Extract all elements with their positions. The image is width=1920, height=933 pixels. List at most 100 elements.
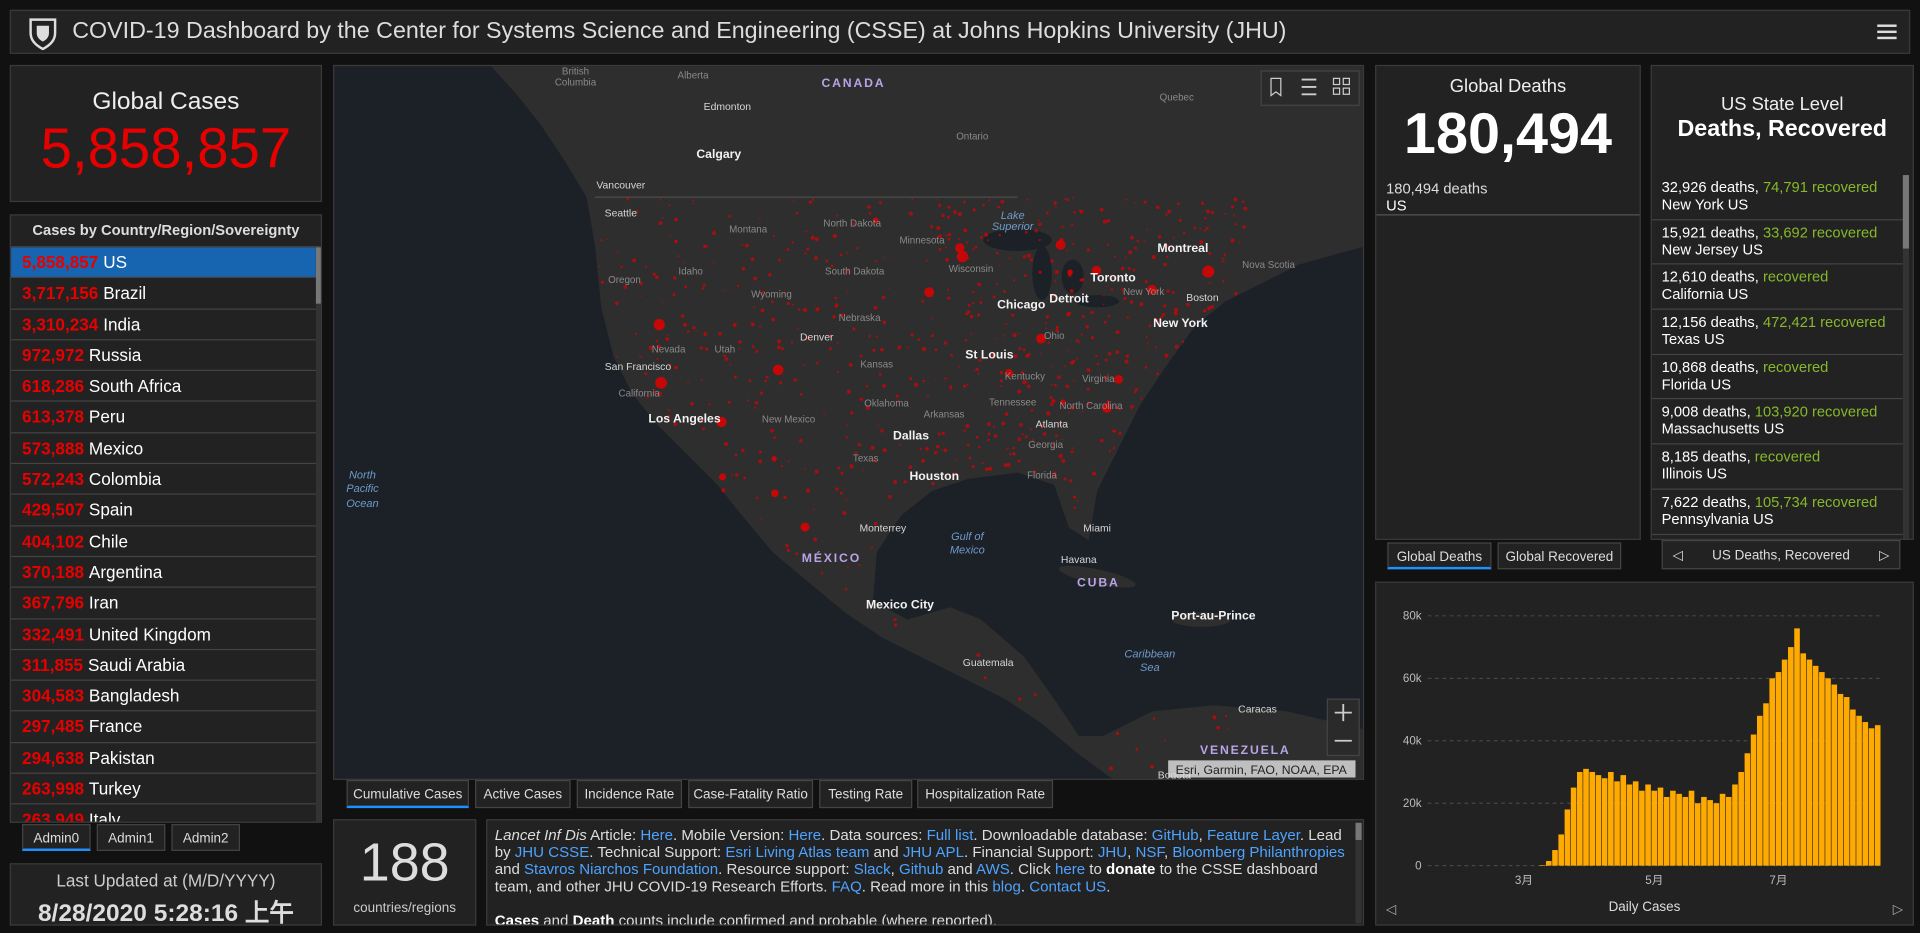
map-label: North Dakota <box>823 219 881 230</box>
country-row[interactable]: 311,855 Saudi Arabia <box>11 650 316 681</box>
info-link[interactable]: GitHub <box>1151 826 1199 844</box>
info-link[interactable]: Full list <box>926 826 974 844</box>
state-row[interactable]: 7,622 deaths, 105,734 recovered Pennsylva… <box>1651 490 1903 535</box>
basemap-button[interactable] <box>1332 77 1351 95</box>
country-row[interactable]: 613,378 Peru <box>11 402 316 434</box>
country-row[interactable]: 370,188 Argentina <box>11 557 316 589</box>
country-row[interactable]: 972,972 Russia <box>11 340 316 372</box>
country-row[interactable]: 332,491 United Kingdom <box>11 619 316 650</box>
country-row[interactable]: 263,998 Turkey <box>11 774 316 805</box>
zoom-in[interactable] <box>1334 704 1352 722</box>
us-state-tab[interactable]: ◁ US Deaths, Recovered ▷ <box>1661 539 1901 570</box>
info-link[interactable]: Github <box>898 860 944 878</box>
info-text: . <box>1020 877 1030 896</box>
country-row[interactable]: 263,949 Italy <box>11 805 316 822</box>
country-row[interactable]: 429,507 Spain <box>11 495 316 527</box>
country-row[interactable]: 5,858,857 US <box>11 247 316 279</box>
case-dot <box>910 333 914 337</box>
country-row[interactable]: 297,485 France <box>11 712 316 743</box>
map-tab[interactable]: Case-Fatality Ratio <box>688 779 814 809</box>
map-label: Houston <box>909 469 959 483</box>
map-label: St Louis <box>965 348 1013 362</box>
admin-tab[interactable]: Admin2 <box>171 824 241 851</box>
info-text: Death <box>572 912 615 926</box>
admin-tab[interactable]: Admin1 <box>96 824 166 851</box>
map-tab[interactable]: Testing Rate <box>819 779 913 809</box>
state-recovered: 74,791 recovered <box>1762 178 1878 196</box>
case-dot <box>1080 333 1083 336</box>
case-dot <box>702 427 705 431</box>
case-dot <box>759 391 764 395</box>
country-row[interactable]: 3,310,234 India <box>11 309 316 341</box>
state-row[interactable]: 10,868 deaths, recovered Florida US <box>1651 355 1903 400</box>
bar <box>1850 709 1856 866</box>
info-link[interactable]: FAQ <box>831 877 862 896</box>
map[interactable]: British Columbia Alberta CANADA Edmonton… <box>334 66 1364 780</box>
info-link[interactable]: Slack <box>853 860 891 878</box>
case-dot <box>735 473 739 477</box>
country-row[interactable]: 618,286 South Africa <box>11 371 316 403</box>
info-link[interactable]: NSF <box>1135 843 1165 861</box>
info-link[interactable]: JHU APL <box>902 843 964 861</box>
logo <box>29 18 57 51</box>
info-link[interactable]: Feature Layer <box>1207 826 1300 844</box>
map-label: Mexico <box>950 544 985 556</box>
country-row[interactable]: 3,717,156 Brazil <box>11 278 316 310</box>
country-row[interactable]: 304,583 Bangladesh <box>11 681 316 712</box>
menu-button[interactable] <box>1877 23 1897 40</box>
map-panel[interactable]: British Columbia Alberta CANADA Edmonton… <box>333 64 1365 780</box>
info-link[interactable]: JHU CSSE <box>514 843 590 861</box>
country-row[interactable]: 572,243 Colombia <box>11 464 316 496</box>
country-row[interactable]: 404,102 Chile <box>11 526 316 558</box>
info-link[interactable]: Here <box>640 826 673 844</box>
map-tab[interactable]: Incidence Rate <box>576 779 683 809</box>
country-row[interactable]: 294,638 Pakistan <box>11 743 316 774</box>
deaths-tab[interactable]: Global Deaths <box>1387 542 1492 570</box>
info-link[interactable]: Bloomberg Philanthropies <box>1172 843 1345 861</box>
country-row[interactable]: 573,888 Mexico <box>11 433 316 465</box>
state-row[interactable]: 12,156 deaths, 472,421 recovered Texas US <box>1651 310 1903 355</box>
info-link[interactable]: Stavros Niarchos Foundation <box>524 860 719 878</box>
prev-arrow[interactable]: ◁ <box>1672 548 1684 564</box>
info-link[interactable]: AWS <box>976 860 1010 878</box>
case-dot <box>1203 229 1206 232</box>
admin-tab[interactable]: Admin0 <box>22 824 91 851</box>
state-row[interactable]: 32,926 deaths, 74,791 recovered New York … <box>1651 175 1903 221</box>
state-row[interactable]: 8,185 deaths, recovered Illinois US <box>1651 445 1903 490</box>
case-dot <box>1090 310 1094 315</box>
bookmark-button[interactable] <box>1270 77 1282 97</box>
next-arrow[interactable]: ▷ <box>1893 901 1904 916</box>
info-link[interactable]: Esri Living Atlas team <box>725 843 870 861</box>
case-dot <box>658 221 663 226</box>
info-link[interactable]: blog <box>992 877 1021 896</box>
case-dot <box>845 269 851 274</box>
bar <box>1825 678 1831 866</box>
state-row[interactable]: 9,008 deaths, 103,920 recovered Massachus… <box>1651 400 1903 445</box>
info-link[interactable]: here <box>1054 860 1086 878</box>
case-dot <box>1000 199 1005 204</box>
prev-arrow[interactable]: ◁ <box>1385 901 1397 916</box>
case-dot <box>1053 201 1057 205</box>
state-row[interactable]: 15,921 deaths, 33,692 recovered New Jerse… <box>1651 220 1903 265</box>
info-link[interactable]: JHU <box>1097 843 1128 861</box>
bar <box>1775 672 1782 866</box>
case-dot <box>1072 242 1075 245</box>
map-label: Oregon <box>608 275 641 286</box>
scrollbar <box>1355 822 1362 924</box>
state-row[interactable]: 12,610 deaths, recovered California US <box>1651 265 1903 310</box>
info-link[interactable]: Here <box>788 826 822 844</box>
info-link[interactable]: Contact US <box>1029 877 1107 896</box>
legend-button[interactable] <box>1301 78 1317 96</box>
map-tab[interactable]: Active Cases <box>475 779 571 809</box>
bar <box>1750 734 1757 866</box>
next-arrow[interactable]: ▷ <box>1879 548 1890 564</box>
map-tab[interactable]: Hospitalization Rate <box>917 779 1054 809</box>
deaths-row[interactable]: 180,494 deaths US <box>1376 176 1640 216</box>
country-name: Spain <box>88 500 133 520</box>
country-row[interactable]: 367,796 Iran <box>11 588 316 620</box>
map-tab[interactable]: Cumulative Cases <box>346 779 469 809</box>
deaths-tab[interactable]: Global Recovered <box>1497 542 1622 570</box>
case-dot <box>1145 335 1148 338</box>
info-paragraph: Lancet Inf Dis Article: Here. Mobile Ver… <box>495 826 1350 895</box>
case-dot <box>616 251 619 254</box>
